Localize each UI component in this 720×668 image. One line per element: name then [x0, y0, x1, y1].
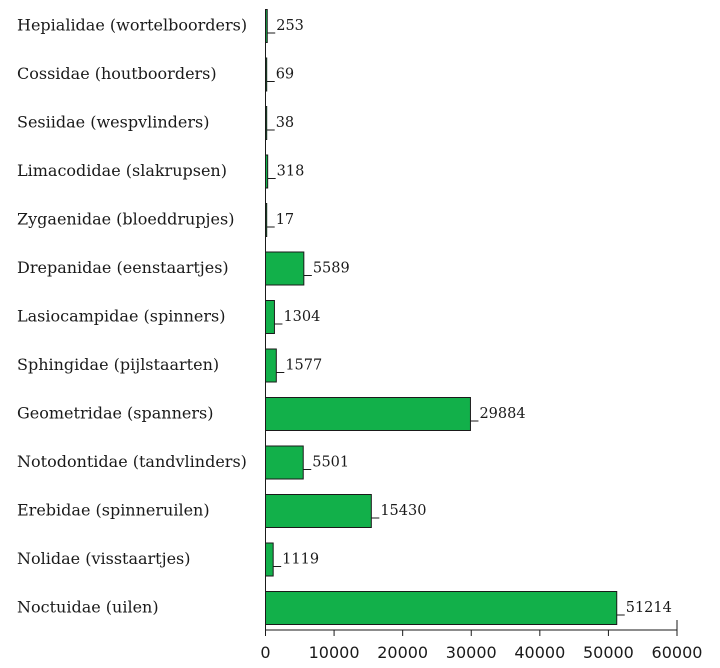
x-tick-label: 50000	[583, 643, 634, 662]
category-label: Limacodidae (slakrupsen)	[17, 161, 227, 180]
x-tick-label: 60000	[652, 643, 703, 662]
bar	[265, 591, 618, 625]
bar	[265, 251, 305, 286]
value-label: 51214	[626, 600, 672, 616]
value-label: 15430	[380, 503, 426, 519]
x-tick-label: 10000	[309, 643, 360, 662]
bars	[265, 9, 618, 625]
value-label: 38	[276, 115, 294, 131]
bar	[265, 348, 277, 383]
category-labels: Hepialidae (wortelboorders) Cossidae (hou…	[17, 16, 247, 617]
bar	[265, 300, 275, 334]
x-tick-label: 0	[260, 643, 270, 662]
x-tick-label: 20000	[377, 643, 428, 662]
x-tick-label: 30000	[446, 643, 497, 662]
category-label: Geometridae (spanners)	[17, 404, 213, 423]
value-label: 1304	[283, 309, 320, 325]
bar	[265, 494, 372, 528]
category-label: Lasiocampidae (spinners)	[17, 307, 225, 326]
value-label: 69	[276, 67, 294, 83]
category-label: Erebidae (spinneruilen)	[17, 501, 210, 520]
category-label: Hepialidae (wortelboorders)	[17, 16, 247, 35]
value-label: 5501	[312, 455, 349, 471]
value-label: 29884	[479, 406, 525, 422]
value-label: 1577	[285, 358, 322, 374]
bar	[265, 397, 471, 431]
bar	[265, 445, 304, 480]
value-label: 253	[276, 18, 304, 34]
category-label: Sphingidae (pijlstaarten)	[17, 355, 219, 374]
category-label: Sesiidae (wespvlinders)	[17, 113, 209, 132]
x-tick-label: 40000	[514, 643, 565, 662]
bar	[265, 542, 274, 577]
category-label: Drepanidae (eenstaartjes)	[17, 258, 229, 277]
category-label: Nolidae (visstaartjes)	[17, 549, 191, 568]
category-label: Notodontidae (tandvlinders)	[17, 452, 247, 471]
category-label: Cossidae (houtboorders)	[17, 64, 217, 83]
x-axis: 0 10000 20000 30000 40000 50000 60000	[260, 620, 702, 662]
value-label: 5589	[313, 261, 350, 277]
value-labels: 253 69 38 318 17 5589 1304 1577 29884 5501 15430 11…	[266, 18, 672, 616]
value-label: 17	[276, 212, 294, 228]
category-label: Zygaenidae (bloeddrupjes)	[17, 210, 234, 229]
value-label: 318	[277, 164, 305, 180]
category-label: Noctuidae (uilen)	[17, 598, 159, 617]
value-label: 1119	[282, 552, 319, 568]
